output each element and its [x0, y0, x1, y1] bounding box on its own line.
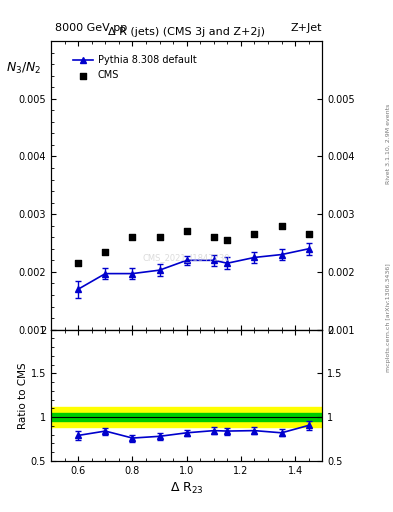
Pythia 8.308 default: [76, 286, 81, 292]
CMS: [252, 230, 258, 239]
CMS: [156, 233, 163, 241]
Pythia 8.308 default: [211, 257, 216, 263]
Title: Δ R (jets) (CMS 3j and Z+2j): Δ R (jets) (CMS 3j and Z+2j): [108, 28, 265, 37]
Line: Pythia 8.308 default: Pythia 8.308 default: [75, 246, 312, 292]
Pythia 8.308 default: [130, 270, 135, 276]
CMS: [102, 248, 108, 256]
CMS: [184, 227, 190, 236]
CMS: [224, 236, 230, 244]
Pythia 8.308 default: [252, 254, 257, 261]
X-axis label: Δ R$_{23}$: Δ R$_{23}$: [170, 481, 204, 496]
CMS: [211, 233, 217, 241]
Pythia 8.308 default: [306, 246, 311, 252]
Text: Z+Jet: Z+Jet: [291, 23, 322, 33]
CMS: [305, 230, 312, 239]
CMS: [279, 222, 285, 230]
Text: 8000 GeV pp: 8000 GeV pp: [55, 23, 127, 33]
Pythia 8.308 default: [225, 260, 230, 266]
Y-axis label: Ratio to CMS: Ratio to CMS: [18, 362, 28, 429]
Pythia 8.308 default: [184, 257, 189, 263]
Text: CMS_2021_I1847230: CMS_2021_I1847230: [143, 253, 230, 262]
Pythia 8.308 default: [103, 270, 108, 276]
CMS: [129, 233, 136, 241]
Y-axis label: $N_3/N_2$: $N_3/N_2$: [6, 60, 42, 76]
Bar: [51, 407, 322, 426]
Pythia 8.308 default: [279, 251, 284, 258]
Text: Rivet 3.1.10, 2.9M events: Rivet 3.1.10, 2.9M events: [386, 103, 391, 183]
Bar: [51, 413, 322, 421]
Legend: Pythia 8.308 default, CMS: Pythia 8.308 default, CMS: [70, 52, 200, 84]
Text: mcplots.cern.ch [arXiv:1306.3436]: mcplots.cern.ch [arXiv:1306.3436]: [386, 263, 391, 372]
Pythia 8.308 default: [157, 267, 162, 273]
CMS: [75, 259, 81, 267]
